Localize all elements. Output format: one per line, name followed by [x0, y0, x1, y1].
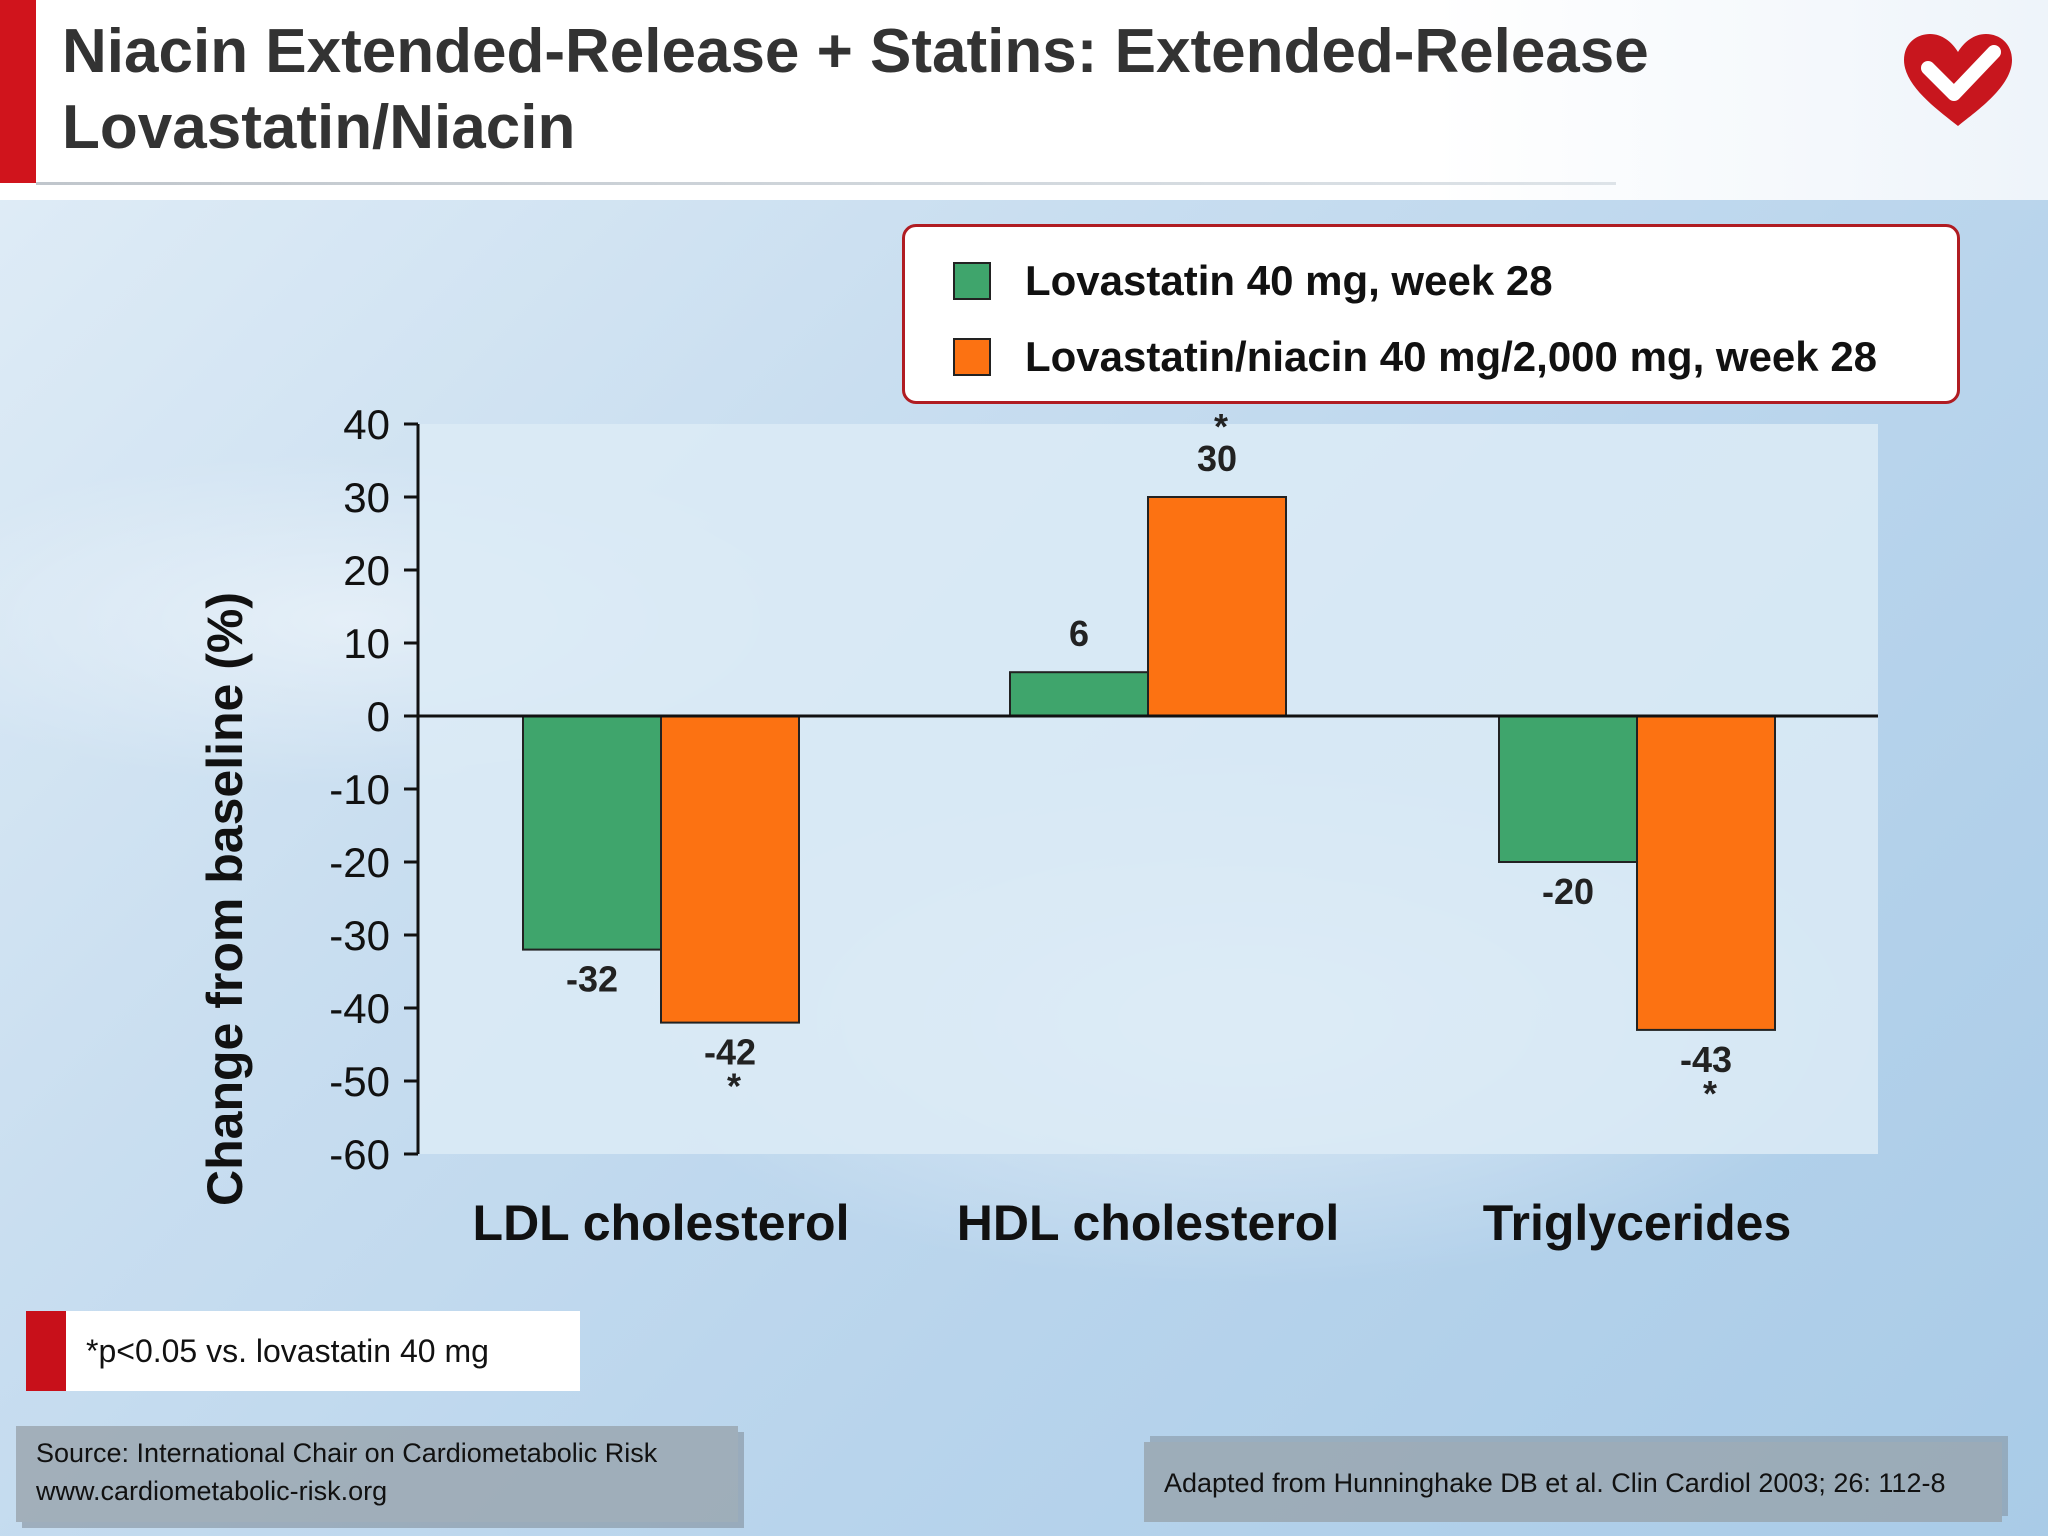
legend-swatch-green — [953, 262, 991, 300]
y-tick-label: 40 — [343, 401, 390, 448]
source-line-1: Source: International Chair on Cardiomet… — [36, 1438, 658, 1468]
title-line-1: Niacin Extended-Release + Statins: Exten… — [62, 17, 1649, 86]
legend-label-lovastatin: Lovastatin 40 mg, week 28 — [1025, 257, 1553, 304]
y-tick-label: 30 — [343, 474, 390, 521]
y-axis-label: Change from baseline (%) — [197, 592, 253, 1206]
bar — [522, 715, 662, 951]
bar — [1498, 715, 1638, 863]
bar — [1009, 671, 1149, 718]
citation-text: Adapted from Hunninghake DB et al. Clin … — [1164, 1468, 1946, 1498]
significance-marker: * — [727, 1066, 741, 1107]
source-url: www.cardiometabolic-risk.org — [36, 1476, 388, 1506]
significance-marker: * — [1703, 1073, 1717, 1114]
y-tick-label: -30 — [329, 912, 390, 959]
data-label: -20 — [1542, 871, 1594, 912]
data-label: 30 — [1197, 438, 1237, 479]
data-label: 6 — [1069, 613, 1089, 654]
x-category-label: LDL cholesterol — [473, 1195, 850, 1251]
legend-item-lovastatin-niacin: Lovastatin/niacin 40 mg/2,000 mg, week 2… — [953, 329, 1877, 385]
y-tick-label: -60 — [329, 1131, 390, 1178]
legend-item-lovastatin: Lovastatin 40 mg, week 28 — [953, 253, 1553, 309]
data-label: -42 — [704, 1032, 756, 1073]
x-category-label: HDL cholesterol — [957, 1195, 1340, 1251]
heart-check-icon — [1904, 34, 2012, 126]
significance-marker: * — [1214, 406, 1228, 447]
bar — [660, 715, 800, 1024]
legend-label-lovastatin-niacin: Lovastatin/niacin 40 mg/2,000 mg, week 2… — [1025, 333, 1878, 380]
citation-box: Adapted from Hunninghake DB et al. Clin … — [1144, 1442, 2002, 1522]
y-tick-label: 0 — [367, 693, 390, 740]
y-tick-label: -50 — [329, 1058, 390, 1105]
slide-title: Niacin Extended-Release + Statins: Exten… — [62, 14, 1862, 166]
data-label: -32 — [566, 959, 618, 1000]
y-tick-label: 10 — [343, 620, 390, 667]
title-line-2: Lovastatin/Niacin — [62, 93, 576, 162]
header-divider — [36, 182, 1616, 185]
data-label: -43 — [1680, 1039, 1732, 1080]
y-tick-label: 20 — [343, 547, 390, 594]
x-category-label: Triglycerides — [1483, 1195, 1792, 1251]
chart-legend: Lovastatin 40 mg, week 28 Lovastatin/nia… — [902, 224, 1960, 404]
source-box: Source: International Chair on Cardiomet… — [16, 1426, 738, 1522]
significance-footnote: *p<0.05 vs. lovastatin 40 mg — [26, 1311, 580, 1391]
y-tick-label: -20 — [329, 839, 390, 886]
legend-swatch-orange — [953, 338, 991, 376]
y-tick-label: -40 — [329, 985, 390, 1032]
bar — [1636, 715, 1776, 1031]
y-tick-label: -10 — [329, 766, 390, 813]
footnote-accent-bar — [26, 1311, 66, 1391]
footnote-text: *p<0.05 vs. lovastatin 40 mg — [86, 1333, 489, 1369]
bar — [1147, 496, 1287, 717]
slide-header: Niacin Extended-Release + Statins: Exten… — [0, 0, 2048, 200]
header-accent-bar — [0, 0, 36, 183]
